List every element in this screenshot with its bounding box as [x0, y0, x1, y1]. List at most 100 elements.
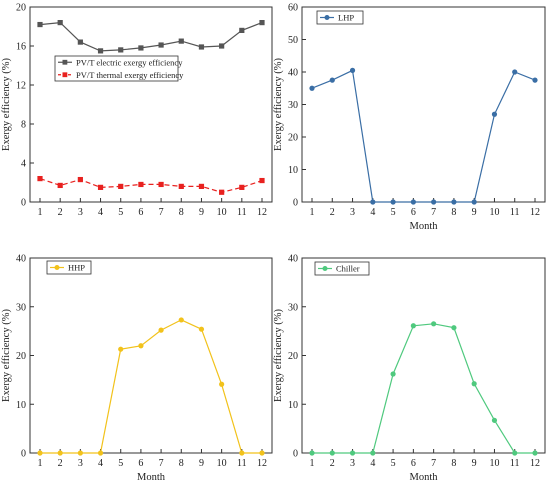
data-point: [370, 199, 376, 205]
legend-box: [316, 10, 364, 25]
legend-box: [314, 261, 370, 276]
x-tick-label: 7: [159, 458, 164, 469]
y-axis-label: Exergy efficiency (%): [273, 58, 284, 151]
x-tick-label: 3: [78, 458, 83, 469]
x-tick-label: 2: [58, 458, 63, 469]
data-point: [97, 450, 104, 456]
data-point: [37, 21, 43, 28]
data-point: [370, 450, 376, 456]
x-tick-label: 6: [138, 207, 143, 218]
data-point: [259, 177, 265, 184]
legend-marker: [322, 266, 328, 271]
data-point: [471, 199, 477, 205]
data-point: [77, 39, 83, 45]
series-line: [312, 323, 535, 454]
x-tick-label: 7: [159, 207, 164, 218]
data-point: [198, 326, 205, 332]
x-tick-label: 12: [257, 207, 267, 218]
data-point: [532, 77, 538, 83]
data-point: [178, 183, 184, 189]
x-tick-label: 1: [310, 207, 315, 218]
data-point: [138, 45, 144, 51]
x-tick-label: 8: [179, 207, 184, 218]
data-point: [431, 199, 437, 205]
data-point: [471, 381, 477, 387]
data-point: [158, 42, 164, 48]
y-tick-label: 0: [21, 449, 26, 460]
y-tick-label: 30: [288, 302, 298, 313]
series-line: [311, 69, 536, 203]
x-tick-label: 11: [237, 207, 247, 218]
series-line: [39, 21, 263, 52]
y-tick-label: 10: [288, 400, 298, 411]
x-tick-label: 12: [257, 458, 267, 469]
data-point: [410, 323, 416, 329]
x-tick-label: 12: [530, 458, 540, 469]
data-point: [532, 450, 538, 456]
data-point: [158, 181, 164, 188]
x-tick-label: 4: [370, 458, 375, 469]
data-point: [349, 450, 356, 456]
x-tick-label: 9: [199, 458, 204, 469]
data-point: [178, 317, 184, 323]
x-tick-label: 1: [38, 207, 43, 218]
x-tick-label: 10: [489, 207, 499, 218]
x-tick-label: 1: [310, 458, 315, 469]
plot-frame: [29, 6, 273, 203]
data-point: [118, 47, 124, 53]
x-tick-label: 11: [237, 458, 247, 469]
x-tick-label: 8: [179, 458, 184, 469]
legend: Chiller: [314, 261, 370, 276]
legend-marker: [62, 72, 68, 78]
data-point: [259, 20, 265, 26]
data-point: [118, 346, 124, 352]
data-point: [239, 27, 245, 33]
x-tick-label: 11: [510, 207, 520, 218]
y-tick-label: 0: [21, 198, 26, 209]
x-tick-label: 8: [451, 458, 456, 469]
x-tick-label: 10: [217, 207, 227, 218]
data-point: [138, 181, 144, 188]
data-point: [329, 77, 335, 83]
x-tick-label: 5: [118, 207, 123, 218]
y-tick-label: 10: [288, 165, 298, 176]
data-point: [97, 184, 104, 190]
legend-label: PV/T thermal exergy efficiency: [76, 70, 184, 80]
x-tick-label: 3: [78, 207, 83, 218]
x-tick-label: 3: [350, 207, 355, 218]
y-axis-label: Exergy efficiency (%): [1, 309, 12, 402]
x-tick-label: 10: [489, 458, 499, 469]
x-tick-label: 9: [472, 207, 477, 218]
y-tick-label: 20: [16, 3, 26, 14]
data-point: [158, 327, 164, 333]
data-point: [37, 176, 43, 182]
x-tick-label: 8: [451, 207, 456, 218]
x-tick-label: 12: [530, 207, 540, 218]
plot-frame: [29, 257, 273, 454]
legend-box: [46, 260, 92, 275]
x-tick-label: 2: [330, 207, 335, 218]
x-tick-label: 5: [391, 458, 396, 469]
y-tick-label: 40: [16, 254, 26, 265]
data-point: [491, 111, 498, 117]
x-tick-label: 10: [217, 458, 227, 469]
y-tick-label: 30: [16, 302, 26, 313]
data-point: [57, 450, 63, 456]
plot-frame: [301, 257, 546, 454]
x-tick-label: 9: [199, 207, 204, 218]
data-point: [77, 450, 83, 456]
x-tick-label: 5: [391, 207, 396, 218]
data-point: [57, 20, 63, 26]
y-tick-label: 40: [288, 254, 298, 265]
x-axis-label: Month: [137, 472, 166, 483]
legend-box: [54, 55, 179, 82]
data-point: [239, 184, 245, 190]
data-point: [57, 182, 63, 189]
x-tick-label: 4: [370, 207, 375, 218]
data-point: [77, 176, 83, 183]
legend-marker: [324, 15, 330, 20]
y-tick-label: 40: [288, 68, 298, 79]
x-axis-label: Month: [409, 472, 438, 483]
